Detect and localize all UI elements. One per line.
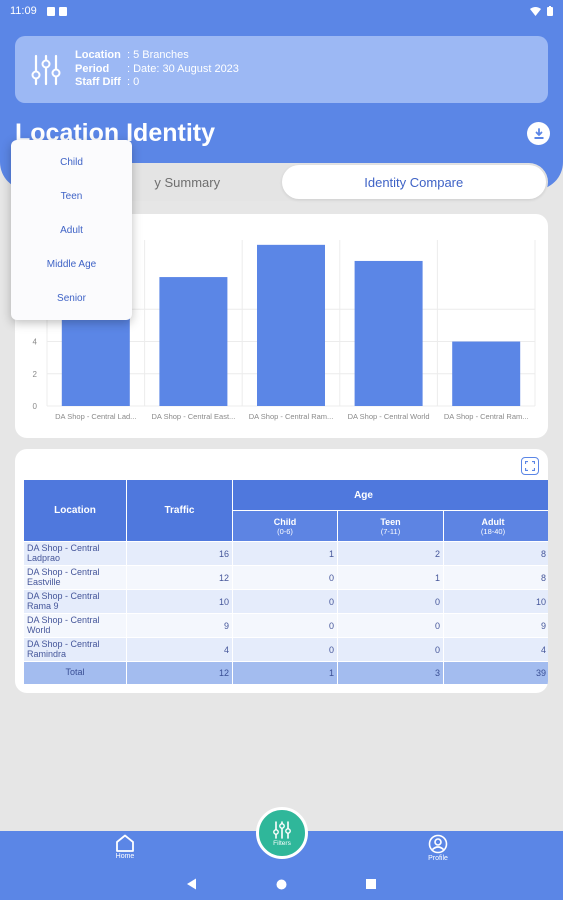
x-tick-label: DA Shop - Central East... [152,412,236,421]
status-bar: 11:09 [0,0,563,22]
status-time: 11:09 [10,5,37,17]
table-row: DA Shop - Central Rama 9 10 0 0 10 [23,589,548,614]
dropdown-item-adult[interactable]: Adult [60,224,83,236]
table-row: DA Shop - Central World 9 0 0 9 [23,613,548,638]
sliders-icon [31,54,61,85]
dropdown-item-middle-age[interactable]: Middle Age [46,258,97,270]
table-row: DA Shop - Central Ladprao 16 1 2 8 [23,541,548,566]
back-icon[interactable] [186,878,197,890]
x-tick-label: DA Shop - Central World [348,412,430,421]
header-traffic: Traffic [126,479,233,542]
dropdown-item-senior[interactable]: Senior [57,292,86,304]
filters-button[interactable]: Filters [256,807,308,859]
chart-bar[interactable] [354,260,423,406]
chart-bar[interactable] [159,277,228,406]
download-icon [534,127,543,139]
table-row: DA Shop - Central Ramindra 4 0 0 4 [23,637,548,662]
location-summary: Location: 5 Branches [75,49,189,62]
chart-bar[interactable] [257,244,325,406]
x-tick-label: DA Shop - Central Ram... [444,412,529,421]
header-location: Location [23,479,127,542]
y-tick-label: 4 [33,338,38,347]
expand-button[interactable] [521,457,539,475]
chart-card: 0246DA Shop - Central Lad...DA Shop - Ce… [15,214,548,438]
table-scroll-area[interactable]: Location Traffic Age Child (0-6) Teen (7-1… [23,479,548,689]
bar-chart: 0246DA Shop - Central Lad...DA Shop - Ce… [33,240,536,421]
notification-icon [46,6,55,16]
dropdown-item-child[interactable]: Child [60,156,83,168]
identity-table: Location Traffic Age Child (0-6) Teen (7-1… [23,479,548,685]
header-age: Age [231,479,548,511]
nav-home[interactable]: Home [95,834,155,860]
table-card: Location Traffic Age Child (0-6) Teen (7-1… [15,449,548,693]
header-adult: Adult (18-40) [442,510,548,542]
header-teen: Teen (7-11) [337,510,444,542]
chart-bar[interactable] [452,341,521,406]
age-group-dropdown: Child Teen Adult Middle Age Senior [11,140,132,320]
system-navigation-bar [0,871,563,900]
filters-label: Filters [273,839,291,847]
filter-sliders-icon [273,820,291,839]
wifi-icon [530,6,541,16]
dropdown-item-teen[interactable]: Teen [60,190,83,202]
tab-identity-compare[interactable]: Identity Compare [281,165,546,199]
home-icon [116,834,134,852]
recents-icon[interactable] [366,879,376,889]
download-button[interactable] [527,122,550,145]
nav-profile[interactable]: Profile [408,834,468,862]
header-child: Child (0-6) [232,510,338,542]
tab-identity-summary[interactable]: y Summary [154,174,221,190]
x-tick-label: DA Shop - Central Lad... [55,412,136,421]
y-tick-label: 0 [33,402,38,411]
profile-icon [428,834,448,854]
table-row: DA Shop - Central Eastville 12 0 1 8 [23,565,548,590]
table-total-row: Total 12 1 3 39 [23,661,548,685]
sim-icon [58,6,67,16]
y-tick-label: 2 [33,370,38,379]
staff-diff-summary: Staff Diff: 0 [75,76,140,89]
x-tick-label: DA Shop - Central Ram... [249,412,334,421]
battery-icon [547,6,553,16]
fullscreen-icon [525,461,535,471]
home-circle-icon[interactable] [276,879,287,890]
filter-summary-card[interactable]: Location: 5 Branches Period: Date: 30 Au… [15,36,548,103]
period-summary: Period: Date: 30 August 2023 [75,62,239,75]
